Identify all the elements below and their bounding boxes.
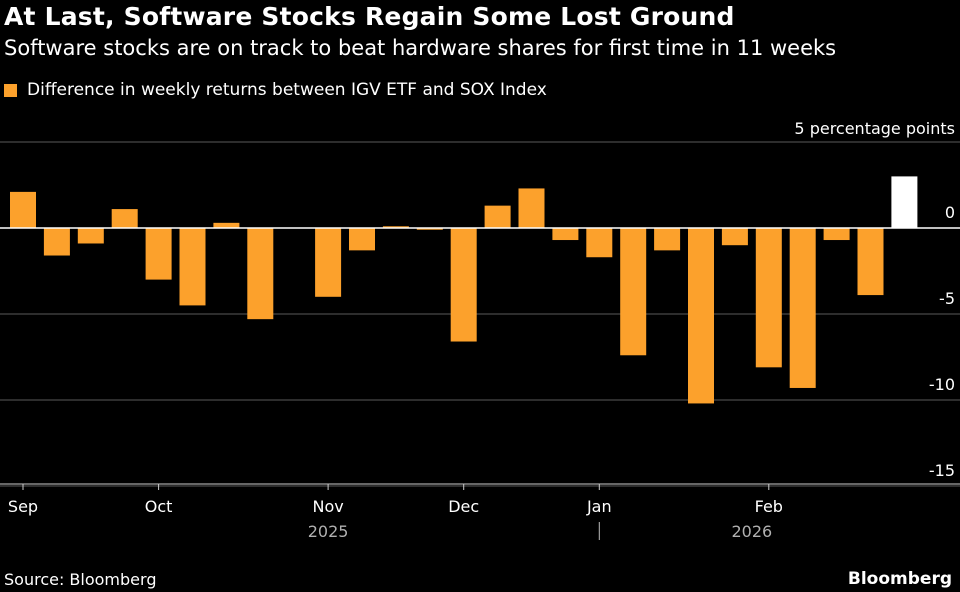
year-label: 2025 <box>308 522 349 541</box>
bar <box>145 228 172 280</box>
bar <box>755 228 782 368</box>
x-tick-label: Sep <box>8 497 38 516</box>
bar <box>349 228 375 251</box>
bar <box>247 228 274 320</box>
x-tick-label: Nov <box>312 497 343 516</box>
chart-title: At Last, Software Stocks Regain Some Los… <box>4 2 735 31</box>
bar <box>111 209 138 228</box>
bar <box>43 228 70 256</box>
bars <box>10 176 918 404</box>
bar <box>213 222 240 228</box>
y-tick-labels: 0 -5 -10 -15 <box>929 203 955 480</box>
y-tick-label: -10 <box>929 375 955 394</box>
legend-swatch <box>4 83 17 97</box>
x-tick-label: Dec <box>448 497 479 516</box>
bar-current-week <box>891 176 918 228</box>
bar <box>77 228 104 244</box>
y-axis-unit-label: 5 percentage points <box>794 119 955 138</box>
bar <box>857 228 884 296</box>
y-tick-label: -15 <box>929 461 955 480</box>
gridlines <box>0 141 960 487</box>
bar <box>721 228 748 246</box>
x-tick-label: Feb <box>755 497 783 516</box>
y-tick-label: -5 <box>939 289 955 308</box>
bar <box>484 205 511 228</box>
bar <box>10 191 36 228</box>
bar <box>179 228 206 306</box>
bar <box>688 228 714 404</box>
x-axis: Sep Oct Nov Dec Jan Feb 2025 2026 <box>0 483 960 541</box>
bar <box>416 228 443 230</box>
brand-logo: Bloomberg <box>847 569 952 589</box>
x-tick-label: Oct <box>145 497 173 516</box>
y-tick-label: 0 <box>945 203 955 222</box>
year-label: 2026 <box>731 522 772 541</box>
chart-subtitle: Software stocks are on track to beat har… <box>4 36 837 60</box>
bar <box>552 228 579 241</box>
bar <box>789 228 816 388</box>
bar <box>586 228 613 258</box>
bar <box>823 228 850 241</box>
bar <box>450 228 477 342</box>
legend: Difference in weekly returns between IGV… <box>4 80 547 100</box>
source-note: Source: Bloomberg <box>4 570 157 589</box>
bar <box>382 226 409 228</box>
bar <box>315 228 342 297</box>
bar <box>654 228 681 251</box>
legend-label: Difference in weekly returns between IGV… <box>27 80 547 100</box>
bar <box>620 228 647 356</box>
x-tick-label: Jan <box>586 497 612 516</box>
bar <box>518 188 545 228</box>
